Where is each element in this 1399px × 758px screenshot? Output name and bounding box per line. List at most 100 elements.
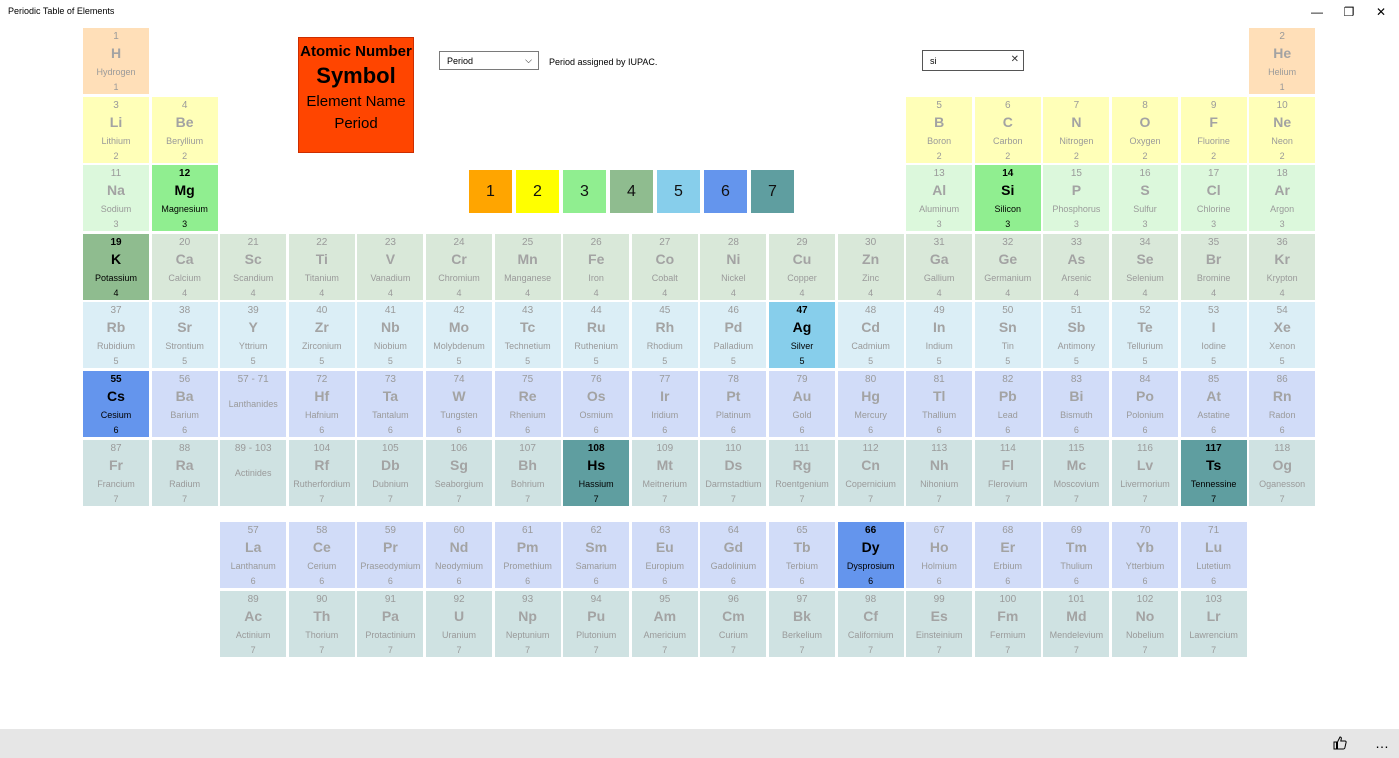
element-cell-md[interactable]: 101 Md Mendelevium 7 [1043,590,1110,657]
element-cell-re[interactable]: 75 Re Rhenium 6 [494,371,561,437]
element-cell-s[interactable]: 16 S Sulfur 3 [1112,165,1178,232]
element-cell-o[interactable]: 8 O Oxygen 2 [1112,96,1178,163]
element-cell-rn[interactable]: 86 Rn Radon 6 [1249,371,1316,437]
element-cell-er[interactable]: 68 Er Erbium 6 [974,522,1041,588]
element-cell-tc[interactable]: 43 Tc Technetium 5 [494,302,561,369]
element-cell-ts[interactable]: 117 Ts Tennessine 7 [1180,439,1247,506]
element-cell-xe[interactable]: 54 Xe Xenon 5 [1249,302,1316,369]
element-cell-li[interactable]: 3 Li Lithium 2 [83,96,149,163]
element-cell-sn[interactable]: 50 Sn Tin 5 [974,302,1041,369]
element-cell-nh[interactable]: 113 Nh Nihonium 7 [906,439,973,506]
element-cell-h[interactable]: 1 H Hydrogen 1 [83,28,149,94]
search-box[interactable]: ✕ [922,50,1024,71]
element-cell-mg[interactable]: 12 Mg Magnesium 3 [151,165,218,232]
element-cell-cu[interactable]: 29 Cu Copper 4 [769,233,835,300]
element-cell-mo[interactable]: 42 Mo Molybdenum 5 [426,302,492,369]
element-cell-si[interactable]: 14 Si Silicon 3 [974,165,1041,232]
element-cell-pb[interactable]: 82 Pb Lead 6 [974,371,1041,437]
element-cell-b[interactable]: 5 B Boron 2 [906,96,973,163]
element-cell-lu[interactable]: 71 Lu Lutetium 6 [1180,522,1247,588]
element-cell-y[interactable]: 39 Y Yttrium 5 [220,302,287,369]
element-cell-c[interactable]: 6 C Carbon 2 [974,96,1041,163]
element-cell-i[interactable]: 53 I Iodine 5 [1180,302,1247,369]
element-cell-rf[interactable]: 104 Rf Rutherfordium 7 [288,439,355,506]
element-cell-sg[interactable]: 106 Sg Seaborgium 7 [426,439,492,506]
element-cell-at[interactable]: 85 At Astatine 6 [1180,371,1247,437]
minimize-button[interactable]: — [1311,5,1323,19]
element-cell-yb[interactable]: 70 Yb Ytterbium 6 [1112,522,1178,588]
clear-search-icon[interactable]: ✕ [1010,54,1019,65]
element-cell-rb[interactable]: 37 Rb Rubidium 5 [83,302,149,369]
element-cell-na[interactable]: 11 Na Sodium 3 [83,165,149,232]
element-cell-dy[interactable]: 66 Dy Dysprosium 6 [837,522,904,588]
element-cell-au[interactable]: 79 Au Gold 6 [769,371,835,437]
series-placeholder-lanthanides[interactable]: 57 - 71 Lanthanides [220,371,287,437]
element-cell-gd[interactable]: 64 Gd Gadolinium 6 [700,522,767,588]
element-cell-fe[interactable]: 26 Fe Iron 4 [563,233,630,300]
element-cell-w[interactable]: 74 W Tungsten 6 [426,371,492,437]
element-cell-pa[interactable]: 91 Pa Protactinium 7 [357,590,424,657]
element-cell-cn[interactable]: 112 Cn Copernicium 7 [837,439,904,506]
maximize-button[interactable]: ❐ [1343,5,1355,19]
element-cell-fr[interactable]: 87 Fr Francium 7 [83,439,149,506]
element-cell-sm[interactable]: 62 Sm Samarium 6 [563,522,630,588]
element-cell-in[interactable]: 49 In Indium 5 [906,302,973,369]
element-cell-pu[interactable]: 94 Pu Plutonium 7 [563,590,630,657]
element-cell-mc[interactable]: 115 Mc Moscovium 7 [1043,439,1110,506]
element-cell-ru[interactable]: 44 Ru Ruthenium 5 [563,302,630,369]
element-cell-ge[interactable]: 32 Ge Germanium 4 [974,233,1041,300]
element-cell-np[interactable]: 93 Np Neptunium 7 [494,590,561,657]
period-button-3[interactable]: 3 [563,170,606,213]
element-cell-kr[interactable]: 36 Kr Krypton 4 [1249,233,1316,300]
element-cell-zr[interactable]: 40 Zr Zirconium 5 [288,302,355,369]
element-cell-zn[interactable]: 30 Zn Zinc 4 [837,233,904,300]
element-cell-p[interactable]: 15 P Phosphorus 3 [1043,165,1110,232]
element-cell-bk[interactable]: 97 Bk Berkelium 7 [769,590,835,657]
element-cell-f[interactable]: 9 F Fluorine 2 [1180,96,1247,163]
element-cell-os[interactable]: 76 Os Osmium 6 [563,371,630,437]
element-cell-eu[interactable]: 63 Eu Europium 6 [631,522,698,588]
element-cell-cd[interactable]: 48 Cd Cadmium 5 [837,302,904,369]
period-button-6[interactable]: 6 [704,170,747,213]
element-cell-th[interactable]: 90 Th Thorium 7 [288,590,355,657]
element-cell-am[interactable]: 95 Am Americium 7 [631,590,698,657]
element-cell-ba[interactable]: 56 Ba Barium 6 [151,371,218,437]
element-cell-es[interactable]: 99 Es Einsteinium 7 [906,590,973,657]
element-cell-sc[interactable]: 21 Sc Scandium 4 [220,233,287,300]
element-cell-sr[interactable]: 38 Sr Strontium 5 [151,302,218,369]
element-cell-hs[interactable]: 108 Hs Hassium 7 [563,439,630,506]
element-cell-n[interactable]: 7 N Nitrogen 2 [1043,96,1110,163]
element-cell-cm[interactable]: 96 Cm Curium 7 [700,590,767,657]
element-cell-al[interactable]: 13 Al Aluminum 3 [906,165,973,232]
element-cell-se[interactable]: 34 Se Selenium 4 [1112,233,1178,300]
element-cell-co[interactable]: 27 Co Cobalt 4 [631,233,698,300]
element-cell-fl[interactable]: 114 Fl Flerovium 7 [974,439,1041,506]
element-cell-pr[interactable]: 59 Pr Praseodymium 6 [357,522,424,588]
period-button-4[interactable]: 4 [610,170,653,213]
element-cell-hf[interactable]: 72 Hf Hafnium 6 [288,371,355,437]
element-cell-be[interactable]: 4 Be Beryllium 2 [151,96,218,163]
element-cell-tb[interactable]: 65 Tb Terbium 6 [769,522,835,588]
like-button[interactable] [1330,733,1350,753]
element-cell-la[interactable]: 57 La Lanthanum 6 [220,522,287,588]
element-cell-ce[interactable]: 58 Ce Cerium 6 [288,522,355,588]
element-cell-te[interactable]: 52 Te Tellurium 5 [1112,302,1178,369]
element-cell-ac[interactable]: 89 Ac Actinium 7 [220,590,287,657]
element-cell-og[interactable]: 118 Og Oganesson 7 [1249,439,1316,506]
element-cell-ti[interactable]: 22 Ti Titanium 4 [288,233,355,300]
element-cell-ga[interactable]: 31 Ga Gallium 4 [906,233,973,300]
element-cell-sb[interactable]: 51 Sb Antimony 5 [1043,302,1110,369]
element-cell-pd[interactable]: 46 Pd Palladium 5 [700,302,767,369]
element-cell-fm[interactable]: 100 Fm Fermium 7 [974,590,1041,657]
element-cell-po[interactable]: 84 Po Polonium 6 [1112,371,1178,437]
period-button-1[interactable]: 1 [469,170,512,213]
element-cell-ni[interactable]: 28 Ni Nickel 4 [700,233,767,300]
element-cell-ne[interactable]: 10 Ne Neon 2 [1249,96,1316,163]
element-cell-bh[interactable]: 107 Bh Bohrium 7 [494,439,561,506]
element-cell-bi[interactable]: 83 Bi Bismuth 6 [1043,371,1110,437]
element-cell-mt[interactable]: 109 Mt Meitnerium 7 [631,439,698,506]
element-cell-ta[interactable]: 73 Ta Tantalum 6 [357,371,424,437]
element-cell-lr[interactable]: 103 Lr Lawrencium 7 [1180,590,1247,657]
element-cell-nb[interactable]: 41 Nb Niobium 5 [357,302,424,369]
element-cell-rg[interactable]: 111 Rg Roentgenium 7 [769,439,835,506]
